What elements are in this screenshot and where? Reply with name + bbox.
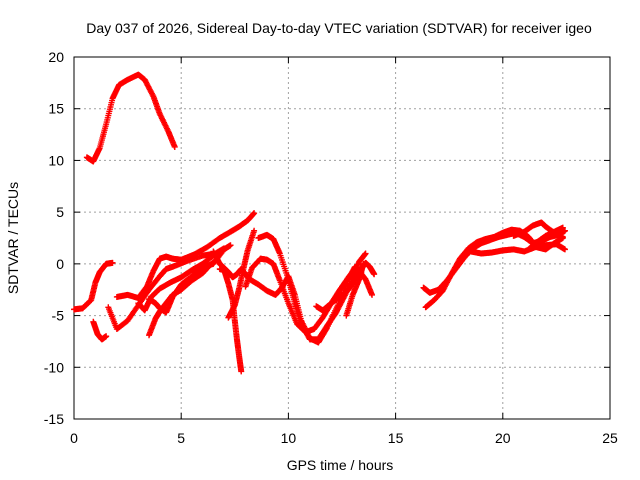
data-point — [559, 233, 566, 240]
data-point — [103, 333, 110, 340]
data-point — [251, 210, 258, 217]
data-point — [109, 259, 116, 266]
y-tick-label: 0 — [56, 256, 64, 272]
x-tick-label: 15 — [388, 430, 404, 446]
y-tick-label: -15 — [44, 411, 64, 427]
series-arc-b — [90, 318, 110, 343]
series-arc-i — [225, 227, 258, 321]
y-tick-label: 5 — [56, 204, 64, 220]
x-tick-label: 20 — [495, 430, 511, 446]
data-point — [561, 246, 568, 253]
series-arc-g — [146, 257, 219, 339]
series-arc-a — [71, 259, 116, 313]
y-axis-label: SDTVAR / TECUs — [5, 182, 21, 294]
data-point — [220, 247, 227, 254]
x-tick-label: 25 — [602, 430, 618, 446]
y-tick-label: 20 — [48, 49, 64, 65]
data-point — [360, 260, 367, 267]
series-arc-n — [343, 260, 367, 319]
data-point — [171, 143, 178, 150]
data-point — [251, 227, 258, 234]
series-arc-s — [525, 224, 566, 253]
data-point — [362, 250, 369, 257]
series-arc-high — [83, 71, 178, 165]
data-point — [369, 291, 376, 298]
y-tick-label: 10 — [48, 152, 64, 168]
x-tick-label: 5 — [177, 430, 185, 446]
data-point — [561, 227, 568, 234]
grid — [74, 57, 610, 419]
y-tick-label: 15 — [48, 101, 64, 117]
axis-ticks: 0 5 10 15 20 25 -15 -10 -5 0 5 10 15 20 — [44, 49, 618, 446]
data-point — [221, 246, 228, 253]
series-arc-d — [113, 210, 258, 301]
data-point — [227, 242, 234, 249]
data-point — [371, 271, 378, 278]
x-axis-label: GPS time / hours — [287, 457, 394, 473]
y-tick-label: -10 — [44, 359, 64, 375]
data-points — [71, 71, 568, 375]
series-arc-h — [216, 266, 245, 375]
data-point — [559, 224, 566, 231]
x-tick-label: 10 — [281, 430, 297, 446]
y-tick-label: -5 — [52, 308, 65, 324]
plot-frame — [73, 56, 611, 420]
x-tick-label: 0 — [70, 430, 78, 446]
series-arc-p — [422, 226, 566, 311]
chart-title: Day 037 of 2026, Sidereal Day-to-day VTE… — [86, 20, 592, 36]
data-point — [238, 368, 245, 375]
